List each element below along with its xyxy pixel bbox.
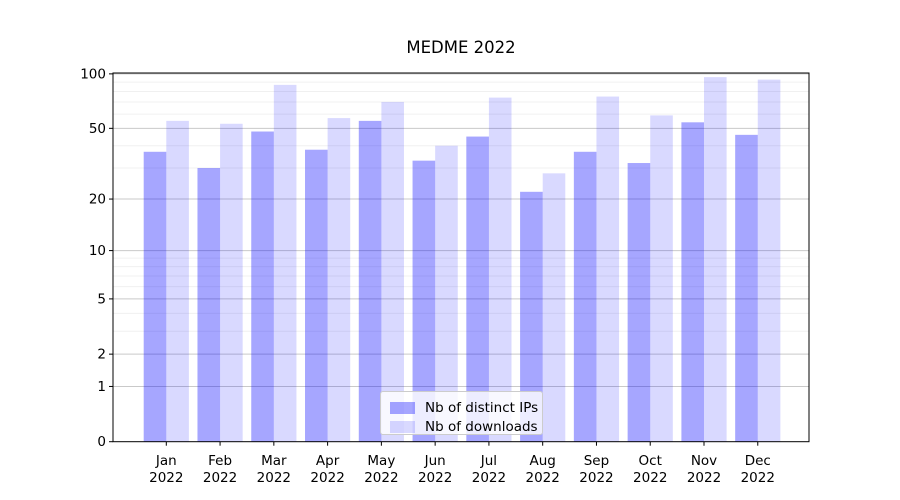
x-tick-label-month: Oct [639, 453, 662, 469]
y-tick-label: 100 [80, 66, 106, 82]
x-tick-label-month: Jan [155, 453, 177, 469]
x-tick-label-year: 2022 [149, 470, 183, 486]
bar-distinct-ips [573, 151, 597, 442]
legend: Nb of distinct IPs Nb of downloads [380, 391, 543, 435]
y-tick-label: 10 [89, 243, 106, 259]
y-tick-label: 0 [97, 434, 106, 450]
legend-item-distinct-ips: Nb of distinct IPs [390, 398, 542, 417]
bar-downloads [435, 145, 458, 442]
plot-frame [112, 72, 810, 443]
bar-distinct-ips [466, 136, 489, 442]
bar-downloads [596, 96, 620, 442]
y-tick-label: 50 [89, 121, 106, 137]
x-tick-label-month: May [367, 453, 395, 469]
bar-distinct-ips [412, 160, 436, 442]
legend-swatch-distinct-ips [390, 401, 415, 414]
bar-downloads [327, 118, 351, 442]
x-tick-label-month: Jul [480, 453, 497, 469]
y-tick-label: 2 [97, 347, 106, 363]
x-tick-label-month: Nov [691, 453, 717, 469]
x-tick-label-month: Mar [261, 453, 287, 469]
bar-downloads [542, 173, 566, 442]
plot-area: 0125102050100Jan2022Feb2022Mar2022Apr202… [80, 66, 810, 486]
x-tick-label-month: Dec [745, 453, 771, 469]
x-tick-label-month: Feb [208, 453, 232, 469]
bar-downloads [757, 79, 781, 442]
bar-distinct-ips [681, 122, 704, 442]
x-tick-label-year: 2022 [741, 470, 775, 486]
y-tick-label: 5 [97, 291, 106, 307]
bar-distinct-ips [197, 168, 221, 442]
x-tick-label-month: Sep [584, 453, 609, 469]
bar-distinct-ips [305, 149, 328, 442]
y-tick-label: 20 [89, 192, 106, 208]
bar-downloads [166, 120, 189, 442]
bar-distinct-ips [358, 120, 382, 442]
bar-downloads [381, 101, 404, 442]
bar-downloads [488, 97, 512, 442]
x-tick-label-year: 2022 [526, 470, 560, 486]
legend-item-downloads: Nb of downloads [390, 417, 542, 436]
x-tick-label-month: Jun [424, 453, 446, 469]
y-tick-label: 1 [97, 379, 106, 395]
legend-label-downloads: Nb of downloads [425, 418, 538, 435]
x-tick-label-year: 2022 [418, 470, 452, 486]
x-tick-label-year: 2022 [310, 470, 344, 486]
x-tick-label-year: 2022 [687, 470, 721, 486]
bar-downloads [704, 77, 727, 442]
x-tick-label-year: 2022 [203, 470, 237, 486]
legend-label-distinct-ips: Nb of distinct IPs [425, 399, 539, 416]
x-tick-label-month: Aug [530, 453, 556, 469]
bar-distinct-ips [251, 131, 274, 442]
x-tick-label-year: 2022 [633, 470, 667, 486]
bar-downloads [273, 84, 297, 442]
x-tick-label-year: 2022 [257, 470, 291, 486]
x-tick-label-year: 2022 [579, 470, 613, 486]
bar-distinct-ips [143, 151, 167, 442]
chart-title: MEDME 2022 [406, 38, 515, 57]
bar-distinct-ips [735, 134, 758, 442]
bar-distinct-ips [627, 163, 651, 442]
bar-downloads [650, 115, 673, 442]
bar-distinct-ips [520, 191, 543, 442]
legend-swatch-downloads [390, 420, 415, 433]
x-tick-label-year: 2022 [472, 470, 506, 486]
x-tick-label-year: 2022 [364, 470, 398, 486]
x-tick-label-month: Apr [316, 453, 340, 469]
bar-downloads [220, 123, 243, 442]
